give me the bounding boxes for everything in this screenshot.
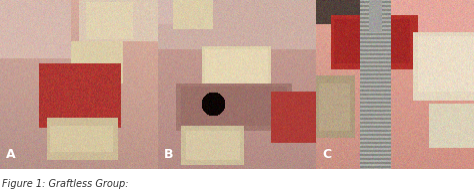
Text: B: B xyxy=(164,148,174,161)
Text: A: A xyxy=(6,148,16,161)
Text: C: C xyxy=(322,148,331,161)
Text: Figure 1: Graftless Group:: Figure 1: Graftless Group: xyxy=(2,179,129,189)
